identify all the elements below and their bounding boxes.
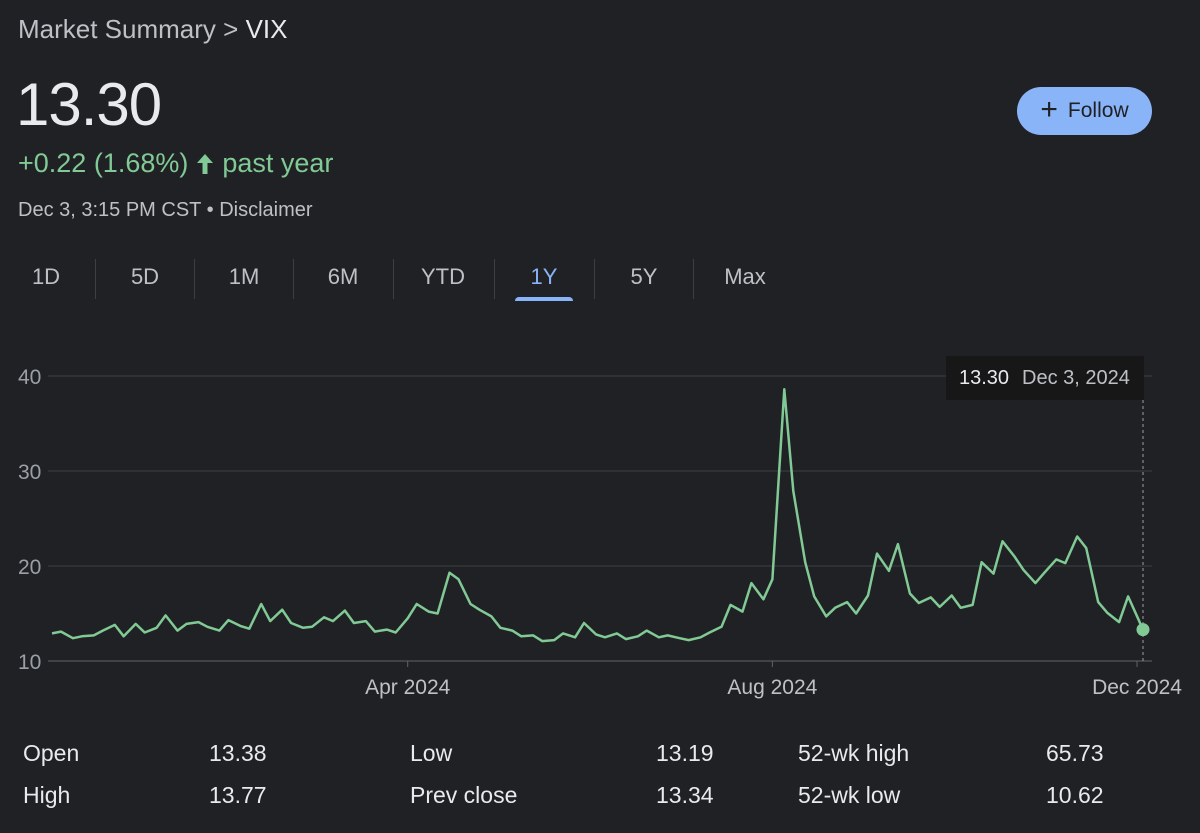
breadcrumb: Market Summary > VIX	[18, 14, 288, 45]
stat-low-label: Low	[410, 740, 453, 766]
disclaimer-link[interactable]: Disclaimer	[219, 199, 313, 221]
stat-prev-close-label: Prev close	[410, 782, 518, 808]
breadcrumb-ticker: VIX	[245, 14, 288, 44]
tab-divider	[494, 259, 495, 299]
stat-52wk-high-label: 52-wk high	[798, 740, 910, 766]
price-change-period: past year	[222, 148, 334, 178]
breadcrumb-market-summary-link[interactable]: Market Summary	[18, 14, 216, 44]
tab-divider	[293, 259, 294, 299]
y-tick-label: 40	[18, 366, 41, 389]
tab-divider	[594, 259, 595, 299]
stat-low-value: 13.19	[656, 740, 714, 766]
breadcrumb-separator: >	[223, 14, 239, 44]
price-chart[interactable]: 10 20 30 40 Apr 2024 Aug 2024 Dec 2024 13.30 Dec…	[0, 340, 1200, 710]
x-tick-label: Apr 2024	[365, 676, 451, 699]
meta-dot: •	[206, 199, 214, 221]
tab-1y[interactable]: 1Y	[514, 255, 574, 301]
tab-divider	[393, 259, 394, 299]
stat-high-label: High	[23, 782, 71, 808]
x-tick-label: Aug 2024	[727, 676, 817, 699]
stat-open-label: Open	[23, 740, 80, 766]
stat-52wk-low-label: 52-wk low	[798, 782, 901, 808]
tab-5y[interactable]: 5Y	[630, 264, 658, 289]
tab-5d[interactable]: 5D	[130, 264, 160, 289]
current-price: 13.30	[16, 71, 162, 138]
tooltip-box	[946, 356, 1144, 400]
range-tabs: 1D 5D 1M 6M YTD 1Y 5Y Max	[0, 255, 800, 301]
follow-button[interactable]: + Follow	[1017, 87, 1152, 135]
tab-divider	[95, 259, 96, 299]
quote-meta: Dec 3, 3:15 PM CST • Disclaimer	[18, 199, 313, 222]
tab-ytd[interactable]: YTD	[421, 264, 465, 289]
y-tick-label: 20	[18, 556, 41, 579]
price-line	[51, 388, 1145, 643]
stat-52wk-high-value: 65.73	[1046, 740, 1104, 766]
stats-table: Open 13.38 High 13.77 Low 13.19 Prev clo…	[0, 730, 1200, 830]
stat-open-value: 13.38	[209, 740, 267, 766]
arrow-up-icon	[197, 153, 214, 174]
plus-icon: +	[1040, 92, 1058, 126]
price-change: +0.22 (1.68%) past year	[18, 148, 333, 179]
tab-6m[interactable]: 6M	[327, 264, 359, 289]
x-tick-label: Dec 2024	[1092, 676, 1182, 699]
price-change-value: +0.22 (1.68%)	[18, 148, 189, 178]
follow-label: Follow	[1067, 99, 1129, 122]
tab-divider	[693, 259, 694, 299]
y-tick-label: 10	[18, 651, 41, 674]
tab-max[interactable]: Max	[724, 264, 766, 289]
stat-high-value: 13.77	[209, 782, 267, 808]
tooltip-date: Dec 3, 2024	[1022, 367, 1130, 389]
stat-52wk-low-value: 10.62	[1046, 782, 1104, 808]
current-point-marker	[1136, 623, 1150, 637]
y-tick-label: 30	[18, 461, 41, 484]
tab-1m[interactable]: 1M	[228, 264, 260, 289]
tab-1d[interactable]: 1D	[31, 264, 61, 289]
tab-divider	[194, 259, 195, 299]
tooltip-value: 13.30	[959, 367, 1009, 389]
quote-timestamp: Dec 3, 3:15 PM CST	[18, 199, 202, 221]
stat-prev-close-value: 13.34	[656, 782, 714, 808]
